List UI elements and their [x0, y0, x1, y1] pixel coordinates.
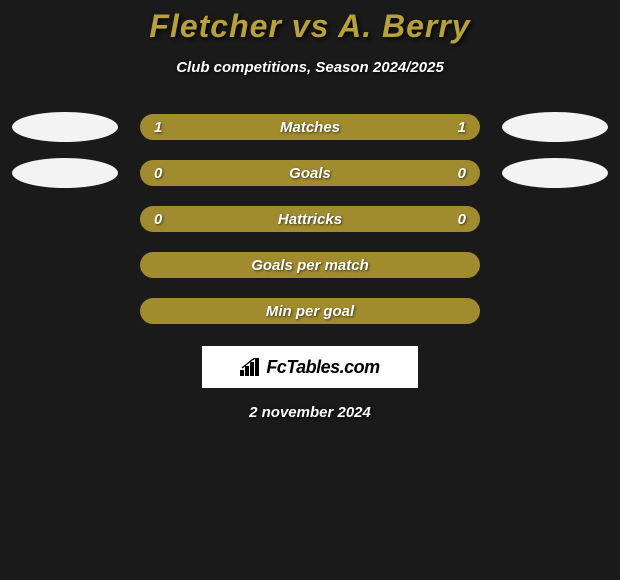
player2-marker: [502, 112, 608, 142]
stat-bar: Goals per match: [140, 252, 480, 278]
stat-right-value: 0: [458, 165, 466, 182]
stat-label: Hattricks: [278, 211, 342, 228]
page-title: Fletcher vs A. Berry: [0, 8, 620, 45]
stat-label: Matches: [280, 119, 340, 136]
logo-box: FcTables.com: [202, 346, 418, 388]
stat-right-value: 1: [458, 119, 466, 136]
stat-bar: 1 Matches 1: [140, 114, 480, 140]
stat-label: Goals: [289, 165, 331, 182]
stat-right-value: 0: [458, 211, 466, 228]
player1-marker: [12, 112, 118, 142]
stat-label: Min per goal: [266, 303, 354, 320]
stat-row-gpm: Goals per match: [0, 250, 620, 280]
stat-left-value: 0: [154, 165, 162, 182]
player1-name: Fletcher: [149, 8, 281, 44]
stat-label: Goals per match: [251, 257, 369, 274]
stat-row-goals: 0 Goals 0: [0, 158, 620, 188]
logo: FcTables.com: [240, 357, 379, 378]
subtitle: Club competitions, Season 2024/2025: [0, 59, 620, 76]
comparison-card: Fletcher vs A. Berry Club competitions, …: [0, 0, 620, 421]
stat-bar: 0 Goals 0: [140, 160, 480, 186]
logo-text: FcTables.com: [266, 357, 379, 378]
stat-left-value: 0: [154, 211, 162, 228]
player2-name: A. Berry: [338, 8, 471, 44]
stat-bar: 0 Hattricks 0: [140, 206, 480, 232]
stat-row-matches: 1 Matches 1: [0, 112, 620, 142]
date-line: 2 november 2024: [0, 404, 620, 421]
stats-list: 1 Matches 1 0 Goals 0 0 Hattricks 0: [0, 112, 620, 326]
chart-icon: [240, 358, 262, 376]
player2-marker: [502, 158, 608, 188]
vs-text: vs: [292, 8, 330, 44]
player1-marker: [12, 158, 118, 188]
stat-row-hattricks: 0 Hattricks 0: [0, 204, 620, 234]
stat-row-mpg: Min per goal: [0, 296, 620, 326]
stat-left-value: 1: [154, 119, 162, 136]
stat-bar: Min per goal: [140, 298, 480, 324]
